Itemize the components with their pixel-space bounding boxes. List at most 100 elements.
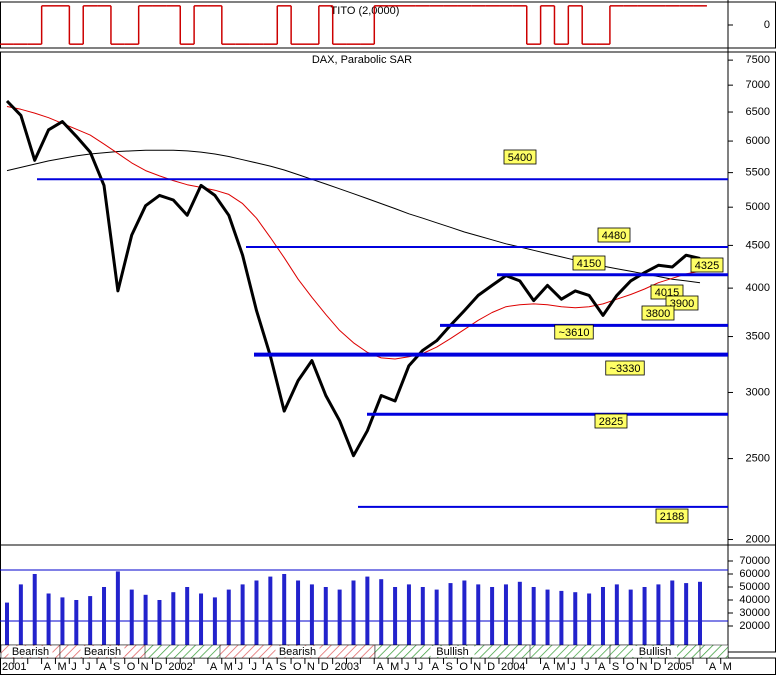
price-line [6,106,701,360]
regime-label: Bullish [436,646,468,658]
level-label-box [597,227,631,243]
y-tick-label: 6500 [746,106,770,118]
volume-bar [420,586,425,652]
volume-bar [670,580,675,652]
x-tick-label: S [612,661,619,673]
y-tick-label: 2000 [746,533,770,545]
volume-bar [212,597,217,652]
x-tick-label: N [640,661,648,673]
x-tick-label: 2005 [667,661,691,673]
regime-label: Bullish [639,646,671,658]
volume-bar [365,576,370,652]
y-tick-label: 4500 [746,239,770,251]
volume-bar [32,573,37,652]
volume-bar [656,584,661,652]
y-tick-label: 7000 [746,79,770,91]
x-tick-label: M [224,661,233,673]
volume-bar [545,589,550,652]
x-tick-label: S [446,661,453,673]
volume-bar [18,584,23,652]
y-tick-label: 7500 [746,54,770,66]
x-tick-label: O [293,661,302,673]
x-tick-label: O [626,661,635,673]
x-tick-label: M [723,661,732,673]
volume-bar [115,571,120,652]
level-label-box [503,149,537,165]
level-label: ~3330 [610,363,641,375]
volume-bar [379,579,384,652]
x-tick-label: N [473,661,481,673]
y-tick-label: 0 [764,19,770,31]
volume-bar [309,584,314,652]
y-tick-label: 50000 [739,581,770,593]
volume-bar [185,586,190,652]
level-label: 3800 [646,308,670,320]
y-tick-label: 3000 [746,386,770,398]
x-tick-label: D [487,661,495,673]
volume-bar [642,586,647,652]
chart-title: DAX, Parabolic SAR [312,54,412,66]
x-tick-label: S [279,661,286,673]
volume-bar [614,584,619,652]
volume-bar [143,594,148,652]
regime-label-bg [633,646,677,657]
volume-bar [517,581,522,652]
level-label-box [554,324,594,340]
y-tick-label: 30000 [739,607,770,619]
y-tick-label: 4000 [746,282,770,294]
x-tick-label: A [598,661,606,673]
volume-bar [60,597,65,652]
x-tick-label: J [418,661,424,673]
y-tick-label: 2500 [746,452,770,464]
x-tick-label: N [141,661,149,673]
x-tick-label: A [543,661,551,673]
volume-bar [240,584,245,652]
x-tick-label: A [99,661,107,673]
volume-bar [476,584,481,652]
x-tick-label: M [390,661,399,673]
price-line [5,99,701,458]
volume-bar [684,583,689,652]
volume-bar [199,593,204,652]
level-label: 4325 [695,260,719,272]
x-tick-label: O [459,661,468,673]
volume-bar [393,586,398,652]
volume-bar [171,592,176,652]
volume-bar [129,589,134,652]
x-tick-label: J [570,661,576,673]
level-label-box [605,360,645,376]
y-tick-label: 5500 [746,167,770,179]
level-label-box [572,255,606,271]
regime-label-bg [275,646,320,657]
volume-bar [531,586,536,652]
x-tick-label: J [85,661,91,673]
volume-bar [88,596,93,652]
x-tick-label: M [57,661,66,673]
volume-bar [157,599,162,652]
x-tick-label: J [404,661,410,673]
regime-label-bg [8,646,53,657]
x-tick-label: A [709,661,717,673]
x-tick-label: A [44,661,52,673]
x-tick-label: 2004 [501,661,525,673]
volume-bar [434,589,439,652]
level-label-box [690,257,724,273]
x-tick-label: J [584,661,590,673]
volume-bar [351,580,356,652]
x-tick-label: 2002 [168,661,192,673]
x-tick-label: D [321,661,329,673]
level-label: 2188 [660,511,684,523]
level-label: 4480 [602,230,626,242]
level-label-box [594,413,628,429]
x-tick-label: N [307,661,315,673]
y-tick-label: 3500 [746,330,770,342]
volume-bar [46,593,51,652]
volume-bar [74,599,79,652]
x-tick-label: A [210,661,218,673]
y-tick-label: 5000 [746,201,770,213]
x-tick-label: A [376,661,384,673]
regime-label: Bearish [12,646,49,658]
volume-bar [282,573,287,652]
y-tick-label: 60000 [739,568,770,580]
